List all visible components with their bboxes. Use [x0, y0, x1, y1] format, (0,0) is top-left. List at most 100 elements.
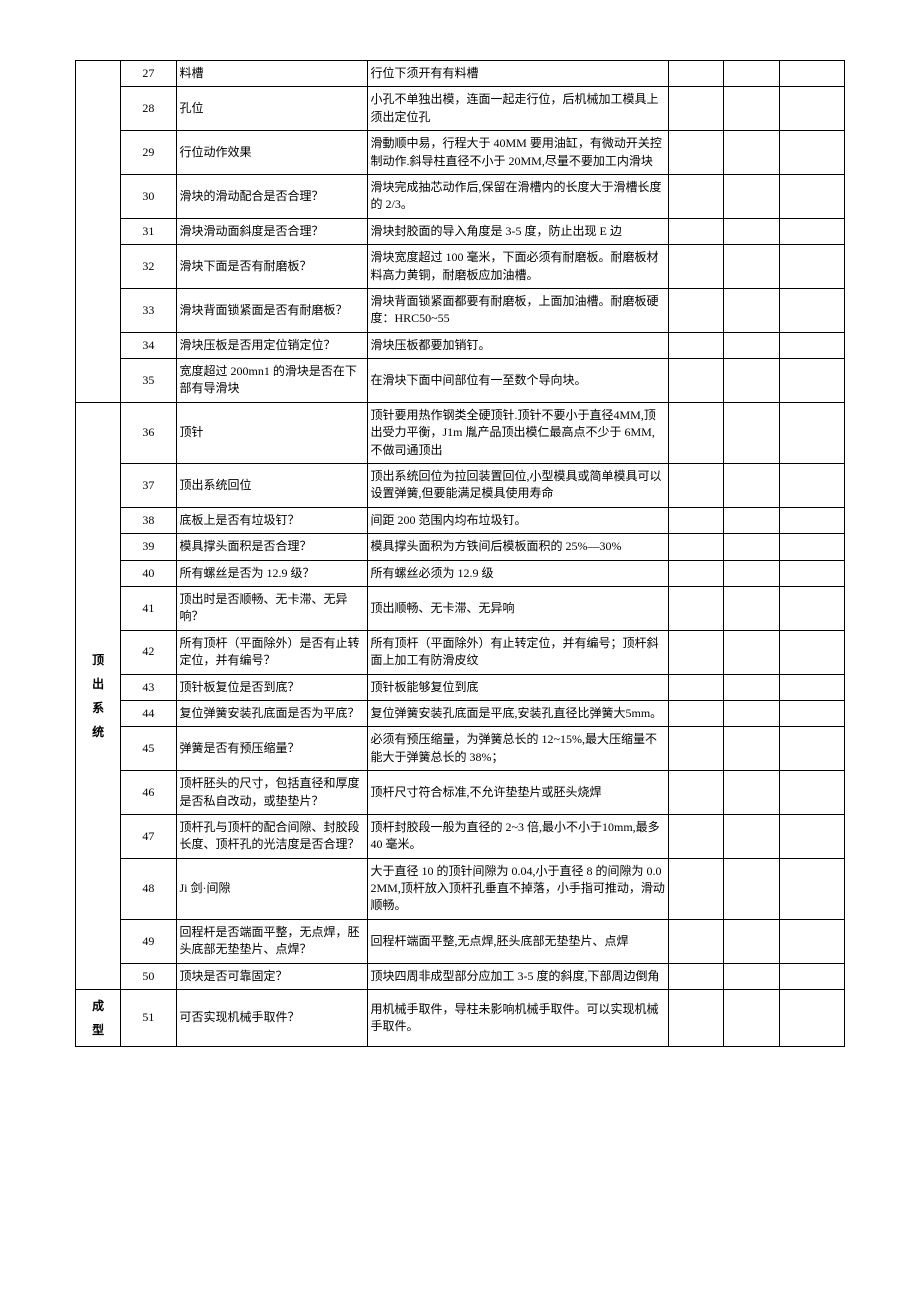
standard: 行位下须开有有料槽 — [367, 61, 669, 87]
empty-cell — [669, 963, 724, 989]
check-item: 顶针板复位是否到底？ — [176, 674, 367, 700]
table-row: 40所有螺丝是否为 12.9 级？所有螺丝必须为 12.9 级 — [76, 560, 845, 586]
empty-cell — [669, 402, 724, 463]
standard: 所有螺丝必须为 12.9 级 — [367, 560, 669, 586]
empty-cell — [779, 990, 844, 1047]
row-number: 43 — [121, 674, 176, 700]
table-row: 33滑块背面锁紧面是否有耐磨板？滑块背面锁紧面都要有耐磨板，上面加油槽。耐磨板硬… — [76, 288, 845, 332]
check-item: 滑块滑动面斜度是否合理？ — [176, 218, 367, 244]
standard: 大于直径 10 的顶针间隙为 0.04,小于直径 8 的间隙为 0.02MM,顶… — [367, 858, 669, 919]
standard: 在滑块下面中间部位有一至数个导向块。 — [367, 359, 669, 403]
empty-cell — [779, 534, 844, 560]
standard: 顶杆封胶段一般为直径的 2~3 倍,最小不小于10mm,最多 40 毫米。 — [367, 814, 669, 858]
empty-cell — [724, 560, 779, 586]
empty-cell — [724, 402, 779, 463]
empty-cell — [669, 560, 724, 586]
table-row: 50顶块是否可靠固定？顶块四周非成型部分应加工 3-5 度的斜度,下部周边倒角 — [76, 963, 845, 989]
table-row: 38底板上是否有垃圾钉？间距 200 范围内均布垃圾钉。 — [76, 507, 845, 533]
check-item: 宽度超过 200mn1 的滑块是否在下部有导滑块 — [176, 359, 367, 403]
row-number: 46 — [121, 771, 176, 815]
check-item: 顶出系统回位 — [176, 464, 367, 508]
empty-cell — [724, 630, 779, 674]
check-item: 孔位 — [176, 87, 367, 131]
empty-cell — [779, 87, 844, 131]
row-number: 51 — [121, 990, 176, 1047]
empty-cell — [779, 218, 844, 244]
check-item: 模具撑头面积是否合理？ — [176, 534, 367, 560]
row-number: 47 — [121, 814, 176, 858]
empty-cell — [724, 963, 779, 989]
standard: 顶杆尺寸符合标准,不允许垫垫片或胚头烧焊 — [367, 771, 669, 815]
empty-cell — [779, 919, 844, 963]
check-item: 顶杆胚头的尺寸，包括直径和厚度是否私自改动，或垫垫片？ — [176, 771, 367, 815]
standard: 滑動顺中易，行程大于 40MM 要用油缸，有微动开关控制动作.斜导柱直径不小于 … — [367, 131, 669, 175]
empty-cell — [724, 332, 779, 358]
standard: 滑块宽度超过 100 毫米，下面必须有耐磨板。耐磨板材料高力黄铜，耐磨板应加油槽… — [367, 245, 669, 289]
empty-cell — [669, 288, 724, 332]
check-item: 顶杆孔与顶杆的配合间隙、封胶段长度、顶杆孔的光洁度是否合理？ — [176, 814, 367, 858]
check-item: 可否实现机械手取件？ — [176, 990, 367, 1047]
row-number: 49 — [121, 919, 176, 963]
check-item: 底板上是否有垃圾钉？ — [176, 507, 367, 533]
empty-cell — [669, 700, 724, 726]
row-number: 34 — [121, 332, 176, 358]
standard: 复位弹簧安装孔底面是平底,安装孔直径比弹簧大5mm。 — [367, 700, 669, 726]
table-row: 34滑块压板是否用定位销定位？滑块压板都要加销钉。 — [76, 332, 845, 358]
empty-cell — [669, 919, 724, 963]
empty-cell — [724, 61, 779, 87]
empty-cell — [669, 727, 724, 771]
row-number: 48 — [121, 858, 176, 919]
check-item: 弹簧是否有预压缩量？ — [176, 727, 367, 771]
table-row: 28孔位小孔不单独出模，连面一起走行位，后机械加工模具上须出定位孔 — [76, 87, 845, 131]
empty-cell — [669, 990, 724, 1047]
empty-cell — [779, 245, 844, 289]
empty-cell — [724, 507, 779, 533]
empty-cell — [724, 218, 779, 244]
standard: 用机械手取件，导柱未影响机械手取件。可以实现机械手取件。 — [367, 990, 669, 1047]
empty-cell — [779, 288, 844, 332]
standard: 小孔不单独出模，连面一起走行位，后机械加工模具上须出定位孔 — [367, 87, 669, 131]
row-number: 31 — [121, 218, 176, 244]
empty-cell — [724, 586, 779, 630]
empty-cell — [779, 131, 844, 175]
table-row: 41顶出时是否顺畅、无卡滞、无异响？顶出顺畅、无卡滞、无异响 — [76, 586, 845, 630]
table-row: 31滑块滑动面斜度是否合理？滑块封胶面的导入角度是 3-5 度，防止出现 E 边 — [76, 218, 845, 244]
table-row: 27料槽行位下须开有有料槽 — [76, 61, 845, 87]
table-row: 42所有顶杆（平面除外）是否有止转定位，并有编号？所有顶杆（平面除外）有止转定位… — [76, 630, 845, 674]
standard: 顶出顺畅、无卡滞、无异响 — [367, 586, 669, 630]
row-number: 36 — [121, 402, 176, 463]
empty-cell — [779, 332, 844, 358]
row-number: 45 — [121, 727, 176, 771]
table-row: 39模具撑头面积是否合理？模具撑头面积为方铁间后模板面积的 25%—30% — [76, 534, 845, 560]
empty-cell — [669, 174, 724, 218]
spec-table: 27料槽行位下须开有有料槽28孔位小孔不单独出模，连面一起走行位，后机械加工模具… — [75, 60, 845, 1047]
check-item: Ji 剑·间隙 — [176, 858, 367, 919]
standard: 回程杆端面平整,无点焊,胚头底部无垫垫片、点焊 — [367, 919, 669, 963]
standard: 顶出系统回位为拉回装置回位,小型模具或简单模具可以设置弹簧,但要能满足模具使用寿… — [367, 464, 669, 508]
table-row: 44复位弹簧安装孔底面是否为平底？复位弹簧安装孔底面是平底,安装孔直径比弹簧大5… — [76, 700, 845, 726]
standard: 滑块封胶面的导入角度是 3-5 度，防止出现 E 边 — [367, 218, 669, 244]
check-item: 料槽 — [176, 61, 367, 87]
empty-cell — [669, 464, 724, 508]
empty-cell — [779, 771, 844, 815]
empty-cell — [779, 464, 844, 508]
empty-cell — [724, 359, 779, 403]
empty-cell — [779, 402, 844, 463]
table-row: 37顶出系统回位顶出系统回位为拉回装置回位,小型模具或简单模具可以设置弹簧,但要… — [76, 464, 845, 508]
standard: 顶块四周非成型部分应加工 3-5 度的斜度,下部周边倒角 — [367, 963, 669, 989]
table-row: 48Ji 剑·间隙大于直径 10 的顶针间隙为 0.04,小于直径 8 的间隙为… — [76, 858, 845, 919]
standard: 滑块压板都要加销钉。 — [367, 332, 669, 358]
empty-cell — [724, 990, 779, 1047]
empty-cell — [779, 359, 844, 403]
empty-cell — [669, 771, 724, 815]
empty-cell — [724, 700, 779, 726]
table-row: 43顶针板复位是否到底？顶针板能够复位到底 — [76, 674, 845, 700]
row-number: 40 — [121, 560, 176, 586]
empty-cell — [779, 963, 844, 989]
empty-cell — [669, 534, 724, 560]
row-number: 30 — [121, 174, 176, 218]
row-number: 32 — [121, 245, 176, 289]
empty-cell — [779, 586, 844, 630]
empty-cell — [779, 858, 844, 919]
empty-cell — [779, 814, 844, 858]
